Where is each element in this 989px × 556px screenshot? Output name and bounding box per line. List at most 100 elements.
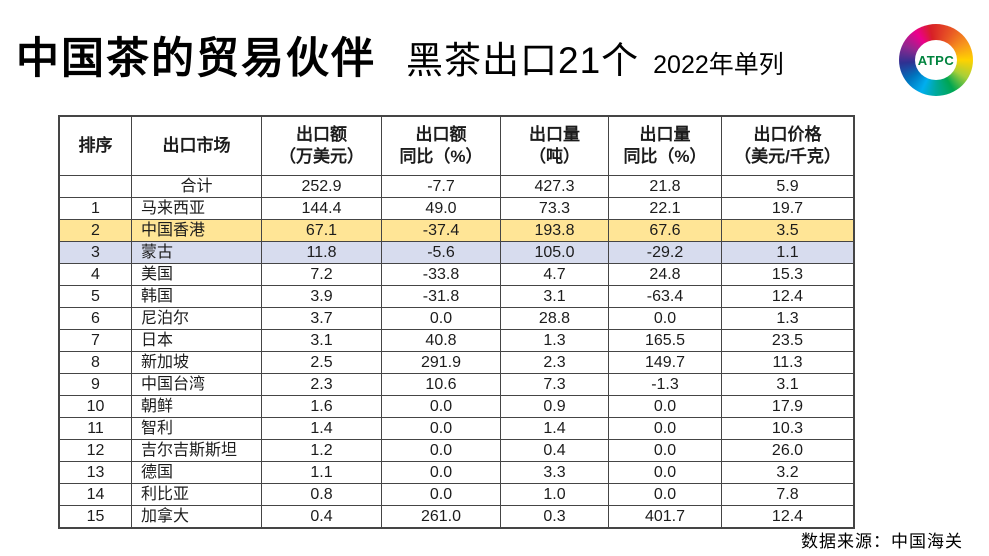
table-row: 12 吉尔吉斯斯坦 1.2 0.0 0.4 0.0 26.0 bbox=[58, 439, 855, 462]
market-cell: 智利 bbox=[131, 417, 262, 440]
volume-cell: 427.3 bbox=[500, 175, 609, 198]
price-cell: 3.1 bbox=[721, 373, 855, 396]
price-cell: 15.3 bbox=[721, 263, 855, 286]
value_yoy-cell: 0.0 bbox=[381, 395, 501, 418]
table-row: 6 尼泊尔 3.7 0.0 28.8 0.0 1.3 bbox=[58, 307, 855, 330]
value_yoy-cell: -7.7 bbox=[381, 175, 501, 198]
title-year-note: 2022年单列 bbox=[653, 51, 784, 79]
price-cell: 3.5 bbox=[721, 219, 855, 242]
volume_yoy-cell: 149.7 bbox=[608, 351, 722, 374]
rank-cell: 15 bbox=[58, 505, 132, 529]
rank-cell: 12 bbox=[58, 439, 132, 462]
volume-cell: 1.0 bbox=[500, 483, 609, 506]
table-row: 7 日本 3.1 40.8 1.3 165.5 23.5 bbox=[58, 329, 855, 352]
table-row: 2 中国香港 67.1 -37.4 193.8 67.6 3.5 bbox=[58, 219, 855, 242]
market-cell: 韩国 bbox=[131, 285, 262, 308]
value-cell: 11.8 bbox=[261, 241, 382, 264]
value-cell: 7.2 bbox=[261, 263, 382, 286]
volume_yoy-cell: 21.8 bbox=[608, 175, 722, 198]
atpc-logo-text: ATPC bbox=[917, 52, 955, 68]
col-header-value: 出口额 （万美元） bbox=[261, 115, 382, 176]
rank-cell bbox=[58, 175, 132, 198]
price-cell: 5.9 bbox=[721, 175, 855, 198]
rank-cell: 7 bbox=[58, 329, 132, 352]
value-cell: 0.4 bbox=[261, 505, 382, 529]
volume-cell: 1.4 bbox=[500, 417, 609, 440]
price-cell: 23.5 bbox=[721, 329, 855, 352]
market-cell: 中国香港 bbox=[131, 219, 262, 242]
price-cell: 17.9 bbox=[721, 395, 855, 418]
value_yoy-cell: 0.0 bbox=[381, 307, 501, 330]
data-source-note: 数据来源：中国海关 bbox=[801, 532, 963, 551]
volume_yoy-cell: -63.4 bbox=[608, 285, 722, 308]
col-header-volume: 出口量 （吨） bbox=[500, 115, 609, 176]
value_yoy-cell: 10.6 bbox=[381, 373, 501, 396]
volume-cell: 0.3 bbox=[500, 505, 609, 529]
value-cell: 144.4 bbox=[261, 197, 382, 220]
volume_yoy-cell: 401.7 bbox=[608, 505, 722, 529]
export-data-table: 排序 出口市场 出口额 （万美元） 出口额 同比（%） 出口量 （吨） 出口量 同比（%） 出口价格… bbox=[58, 115, 855, 529]
value_yoy-cell: 261.0 bbox=[381, 505, 501, 529]
volume_yoy-cell: -29.2 bbox=[608, 241, 722, 264]
market-cell: 日本 bbox=[131, 329, 262, 352]
value-cell: 0.8 bbox=[261, 483, 382, 506]
value-cell: 1.6 bbox=[261, 395, 382, 418]
volume-cell: 105.0 bbox=[500, 241, 609, 264]
value-cell: 3.7 bbox=[261, 307, 382, 330]
table-row: 8 新加坡 2.5 291.9 2.3 149.7 11.3 bbox=[58, 351, 855, 374]
volume_yoy-cell: 24.8 bbox=[608, 263, 722, 286]
rank-cell: 5 bbox=[58, 285, 132, 308]
market-cell: 尼泊尔 bbox=[131, 307, 262, 330]
table-row: 14 利比亚 0.8 0.0 1.0 0.0 7.8 bbox=[58, 483, 855, 506]
market-cell: 加拿大 bbox=[131, 505, 262, 529]
value_yoy-cell: -33.8 bbox=[381, 263, 501, 286]
volume_yoy-cell: 0.0 bbox=[608, 439, 722, 462]
market-cell: 朝鲜 bbox=[131, 395, 262, 418]
col-header-market: 出口市场 bbox=[131, 115, 262, 176]
title-block: 中国茶的贸易伙伴 黑茶出口21个 2022年单列 bbox=[16, 24, 879, 86]
price-cell: 12.4 bbox=[721, 505, 855, 529]
value_yoy-cell: 0.0 bbox=[381, 461, 501, 484]
value_yoy-cell: 0.0 bbox=[381, 417, 501, 440]
value_yoy-cell: -5.6 bbox=[381, 241, 501, 264]
value_yoy-cell: 291.9 bbox=[381, 351, 501, 374]
rank-cell: 4 bbox=[58, 263, 132, 286]
volume-cell: 7.3 bbox=[500, 373, 609, 396]
table-row: 4 美国 7.2 -33.8 4.7 24.8 15.3 bbox=[58, 263, 855, 286]
rank-cell: 13 bbox=[58, 461, 132, 484]
price-cell: 10.3 bbox=[721, 417, 855, 440]
rank-cell: 8 bbox=[58, 351, 132, 374]
table-row: 10 朝鲜 1.6 0.0 0.9 0.0 17.9 bbox=[58, 395, 855, 418]
value_yoy-cell: 0.0 bbox=[381, 483, 501, 506]
market-cell: 蒙古 bbox=[131, 241, 262, 264]
rank-cell: 14 bbox=[58, 483, 132, 506]
value-cell: 2.3 bbox=[261, 373, 382, 396]
volume_yoy-cell: 0.0 bbox=[608, 461, 722, 484]
price-cell: 3.2 bbox=[721, 461, 855, 484]
market-cell: 美国 bbox=[131, 263, 262, 286]
value_yoy-cell: -37.4 bbox=[381, 219, 501, 242]
value-cell: 1.1 bbox=[261, 461, 382, 484]
price-cell: 1.1 bbox=[721, 241, 855, 264]
volume_yoy-cell: 0.0 bbox=[608, 483, 722, 506]
value_yoy-cell: -31.8 bbox=[381, 285, 501, 308]
col-header-value_yoy: 出口额 同比（%） bbox=[381, 115, 501, 176]
market-cell: 合计 bbox=[131, 175, 262, 198]
volume-cell: 0.4 bbox=[500, 439, 609, 462]
price-cell: 19.7 bbox=[721, 197, 855, 220]
value-cell: 2.5 bbox=[261, 351, 382, 374]
value_yoy-cell: 0.0 bbox=[381, 439, 501, 462]
volume-cell: 3.1 bbox=[500, 285, 609, 308]
table-row: 15 加拿大 0.4 261.0 0.3 401.7 12.4 bbox=[58, 505, 855, 529]
price-cell: 7.8 bbox=[721, 483, 855, 506]
value-cell: 252.9 bbox=[261, 175, 382, 198]
value-cell: 1.4 bbox=[261, 417, 382, 440]
rank-cell: 6 bbox=[58, 307, 132, 330]
volume_yoy-cell: 0.0 bbox=[608, 417, 722, 440]
market-cell: 新加坡 bbox=[131, 351, 262, 374]
volume-cell: 2.3 bbox=[500, 351, 609, 374]
rank-cell: 2 bbox=[58, 219, 132, 242]
value-cell: 1.2 bbox=[261, 439, 382, 462]
atpc-logo-icon: ATPC bbox=[899, 24, 973, 96]
value-cell: 3.9 bbox=[261, 285, 382, 308]
